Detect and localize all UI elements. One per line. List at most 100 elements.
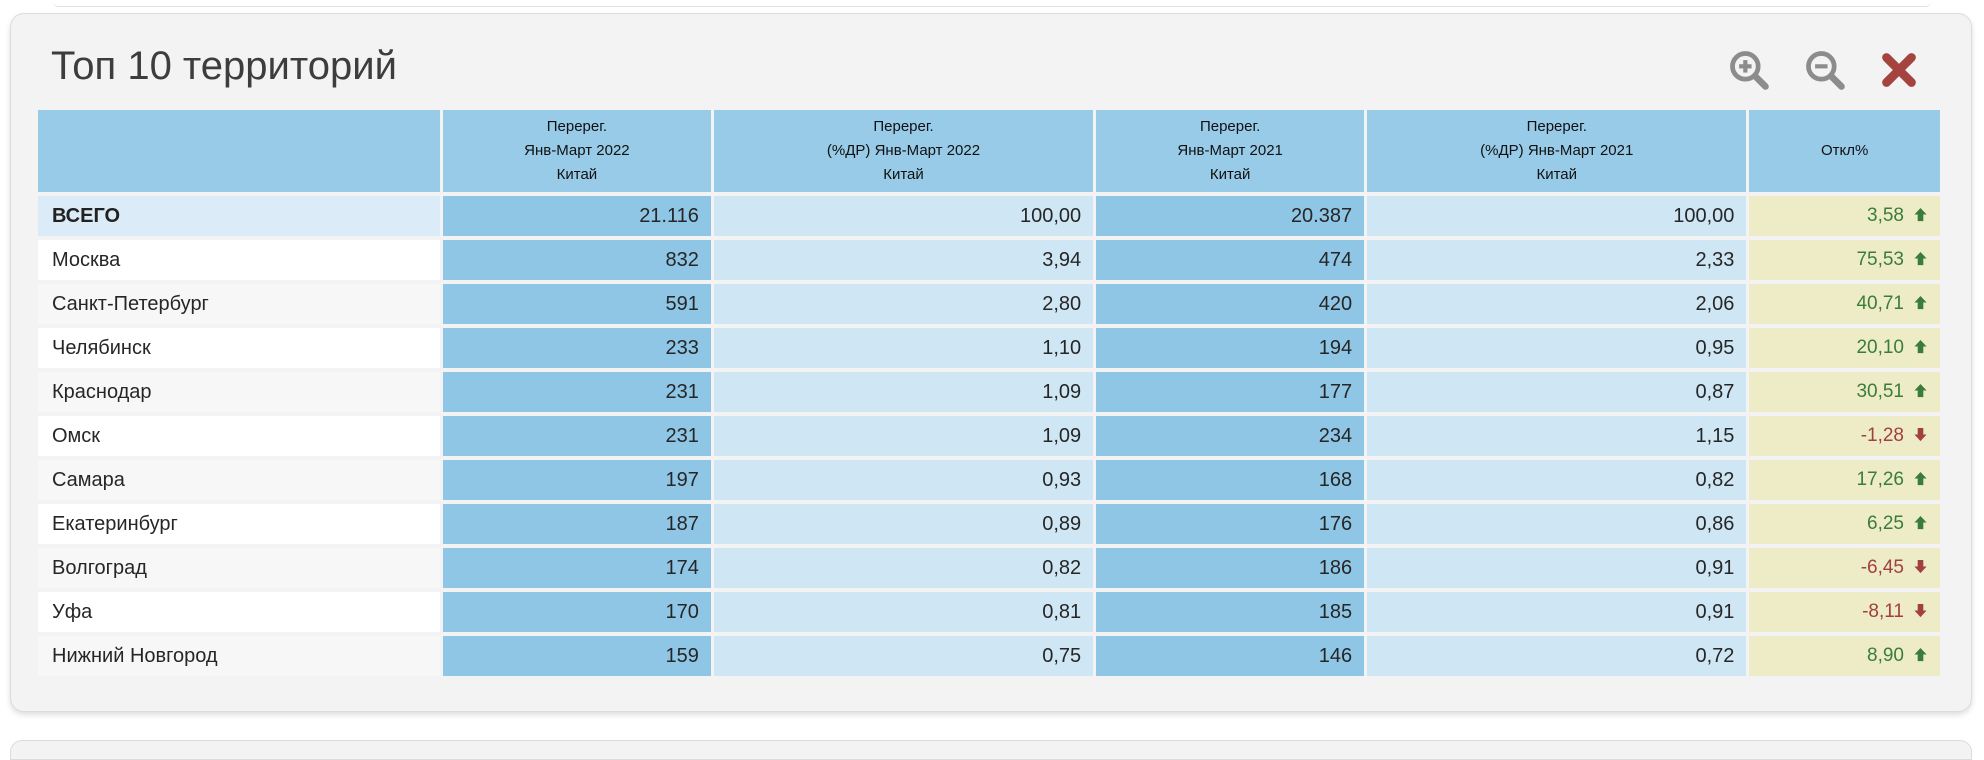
deviation-value: 30,51 [1856, 381, 1904, 402]
pct-2022-cell: 0,81 [713, 592, 1094, 632]
close-button[interactable] [1879, 50, 1919, 90]
table-row: Омск 231 1,09 234 1,15 -1,28 [38, 416, 1940, 456]
table-row: Москва 832 3,94 474 2,33 75,53 [38, 240, 1940, 280]
deviation-cell: 40,71 [1749, 284, 1940, 324]
trend-up-icon [1913, 338, 1928, 360]
deviation-cell: -6,45 [1749, 548, 1940, 588]
reg-2022-cell: 170 [442, 592, 711, 632]
deviation-cell: 30,51 [1749, 372, 1940, 412]
reg-2022-cell: 159 [442, 636, 711, 676]
reg-2022-cell: 231 [442, 372, 711, 412]
table-row: Волгоград 174 0,82 186 0,91 -6,45 [38, 548, 1940, 588]
deviation-cell: 3,58 [1749, 196, 1940, 236]
deviation-cell: 75,53 [1749, 240, 1940, 280]
pct-2021-cell: 0,82 [1367, 460, 1747, 500]
reg-2021-cell: 176 [1096, 504, 1365, 544]
column-header-deviation[interactable]: Откл% [1749, 110, 1940, 192]
trend-up-icon [1913, 206, 1928, 228]
pct-2021-cell: 0,72 [1367, 636, 1747, 676]
pct-2022-cell: 0,93 [713, 460, 1094, 500]
trend-up-icon [1913, 250, 1928, 272]
reg-2021-cell: 420 [1096, 284, 1365, 324]
table-row: Краснодар 231 1,09 177 0,87 30,51 [38, 372, 1940, 412]
trend-up-icon [1913, 382, 1928, 404]
close-icon [1879, 53, 1919, 93]
next-panel-edge [10, 740, 1972, 760]
column-header-reg-2021[interactable]: Перерег. Янв-Март 2021 Китай [1096, 110, 1365, 192]
territory-name-cell[interactable]: Санкт-Петербург [38, 284, 440, 324]
deviation-value: 3,58 [1867, 205, 1904, 226]
reg-2022-cell: 233 [442, 328, 711, 368]
trend-up-icon [1913, 294, 1928, 316]
deviation-value: -6,45 [1860, 557, 1904, 578]
reg-2021-cell: 194 [1096, 328, 1365, 368]
pct-2022-cell: 1,10 [713, 328, 1094, 368]
column-header-reg-2022[interactable]: Перерег. Янв-Март 2022 Китай [442, 110, 711, 192]
pct-2022-cell: 100,00 [713, 196, 1094, 236]
pct-2022-cell: 1,09 [713, 372, 1094, 412]
reg-2021-cell: 234 [1096, 416, 1365, 456]
pct-2022-cell: 0,89 [713, 504, 1094, 544]
table-row: Санкт-Петербург 591 2,80 420 2,06 40,71 [38, 284, 1940, 324]
deviation-value: -8,11 [1862, 601, 1904, 622]
reg-2022-cell: 231 [442, 416, 711, 456]
pct-2021-cell: 0,91 [1367, 548, 1747, 588]
pct-2022-cell: 2,80 [713, 284, 1094, 324]
column-header-pct-2021[interactable]: Перерег. (%ДР) Янв-Март 2021 Китай [1367, 110, 1747, 192]
trend-up-icon [1913, 646, 1928, 668]
deviation-cell: 8,90 [1749, 636, 1940, 676]
territory-name-cell[interactable]: Москва [38, 240, 440, 280]
pct-2021-cell: 0,95 [1367, 328, 1747, 368]
deviation-value: 75,53 [1856, 249, 1904, 270]
deviation-cell: -8,11 [1749, 592, 1940, 632]
trend-down-icon [1913, 558, 1928, 580]
reg-2022-cell: 591 [442, 284, 711, 324]
table-row: Нижний Новгород 159 0,75 146 0,72 8,90 [38, 636, 1940, 676]
reg-2021-cell: 20.387 [1096, 196, 1365, 236]
reg-2021-cell: 474 [1096, 240, 1365, 280]
table-row: Самара 197 0,93 168 0,82 17,26 [38, 460, 1940, 500]
reg-2022-cell: 187 [442, 504, 711, 544]
reg-2022-cell: 21.116 [442, 196, 711, 236]
table-row: Екатеринбург 187 0,89 176 0,86 6,25 [38, 504, 1940, 544]
zoom-in-button[interactable] [1727, 48, 1771, 92]
panel-title: Топ 10 территорий [51, 44, 397, 88]
deviation-value: 17,26 [1856, 469, 1904, 490]
territory-name-cell[interactable]: Омск [38, 416, 440, 456]
panel-header: Топ 10 территорий [11, 14, 1971, 92]
pct-2021-cell: 2,33 [1367, 240, 1747, 280]
territory-name-cell[interactable]: Волгоград [38, 548, 440, 588]
trend-up-icon [1913, 470, 1928, 492]
territory-name-cell[interactable]: Краснодар [38, 372, 440, 412]
zoom-out-button[interactable] [1803, 48, 1847, 92]
pct-2022-cell: 3,94 [713, 240, 1094, 280]
top10-territories-panel: Топ 10 территорий [10, 13, 1972, 712]
pct-2022-cell: 0,82 [713, 548, 1094, 588]
column-header-territory[interactable] [38, 110, 440, 192]
deviation-cell: 6,25 [1749, 504, 1940, 544]
deviation-cell: 17,26 [1749, 460, 1940, 500]
territory-name-cell[interactable]: Уфа [38, 592, 440, 632]
table-container: Перерег. Янв-Март 2022 Китай Перерег. (%… [35, 106, 1943, 680]
column-header-pct-2022[interactable]: Перерег. (%ДР) Янв-Март 2022 Китай [713, 110, 1094, 192]
territory-name-cell[interactable]: Самара [38, 460, 440, 500]
territory-name-cell[interactable]: ВСЕГО [38, 196, 440, 236]
deviation-value: 40,71 [1856, 293, 1904, 314]
panel-actions [1727, 48, 1919, 92]
reg-2021-cell: 177 [1096, 372, 1365, 412]
reg-2021-cell: 168 [1096, 460, 1365, 500]
territory-name-cell[interactable]: Екатеринбург [38, 504, 440, 544]
previous-panel-edge [52, 0, 1932, 7]
table-body: ВСЕГО 21.116 100,00 20.387 100,00 3,58 Москва 8… [38, 196, 1940, 676]
zoom-out-icon [1803, 51, 1847, 95]
header-row: Перерег. Янв-Март 2022 Китай Перерег. (%… [38, 110, 1940, 192]
table-row: Уфа 170 0,81 185 0,91 -8,11 [38, 592, 1940, 632]
deviation-value: -1,28 [1860, 425, 1904, 446]
territory-name-cell[interactable]: Нижний Новгород [38, 636, 440, 676]
reg-2022-cell: 174 [442, 548, 711, 588]
territory-name-cell[interactable]: Челябинск [38, 328, 440, 368]
pct-2021-cell: 0,87 [1367, 372, 1747, 412]
pct-2022-cell: 0,75 [713, 636, 1094, 676]
trend-down-icon [1913, 602, 1928, 624]
deviation-value: 6,25 [1867, 513, 1904, 534]
